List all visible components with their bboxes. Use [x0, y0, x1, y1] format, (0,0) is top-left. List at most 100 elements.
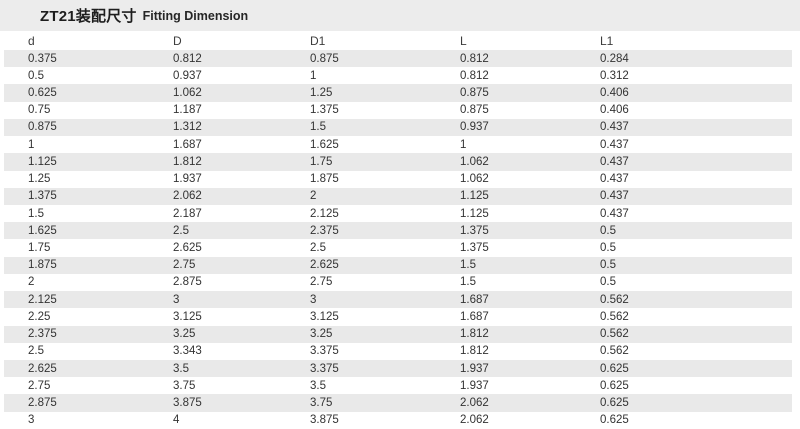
- table-cell: 3.375: [310, 345, 339, 358]
- table-cell: 0.625: [600, 396, 629, 409]
- table-cell: 2.75: [173, 259, 196, 272]
- table-cell: 1.875: [310, 173, 339, 186]
- table-cell: 2.375: [28, 328, 57, 341]
- table-cell: 0.937: [460, 121, 489, 134]
- table-cell: 1.625: [310, 138, 339, 151]
- table-cell: 0.284: [600, 52, 629, 65]
- column-header: D1: [310, 33, 326, 48]
- table-row: 0.375 0.812 0.875 0.812 0.284: [4, 50, 792, 68]
- table-row: 0.75 1.187 1.375 0.875 0.406: [4, 102, 792, 119]
- table-cell: 2.5: [28, 345, 44, 358]
- table-cell: 2.875: [173, 276, 202, 289]
- table-cell: 3: [173, 293, 180, 306]
- table-cell: 1.062: [460, 173, 489, 186]
- table-cell: 1.375: [460, 242, 489, 255]
- table-row: 1.5 2.187 2.125 1.125 0.437: [4, 205, 792, 222]
- table-cell: 1.375: [28, 190, 57, 203]
- table-cell: 2.125: [28, 293, 57, 306]
- table-row: 2.5 3.343 3.375 1.812 0.562: [4, 343, 792, 360]
- table-cell: 3.875: [310, 414, 339, 427]
- table-cell: 3.5: [310, 379, 326, 392]
- table-row: 3 4 3.875 2.062 0.625: [4, 412, 792, 429]
- table-header-row: d D D1 L L1: [4, 31, 792, 50]
- table-cell: 2.375: [310, 224, 339, 237]
- table-cell: 0.375: [28, 52, 57, 65]
- table-cell: 0.625: [28, 87, 57, 100]
- table-cell: 0.75: [28, 104, 51, 117]
- table-cell: 0.312: [600, 69, 629, 82]
- fitting-dimension-table: d D D1 L L1 0.375 0.812 0.875 0.812 0.284 0.5 0.93…: [0, 31, 800, 429]
- table-row: 0.875 1.312 1.5 0.937 0.437: [4, 118, 792, 137]
- table-cell: 0.625: [600, 379, 629, 392]
- table-cell: 0.406: [600, 104, 629, 117]
- table-cell: 1.75: [310, 155, 333, 168]
- table-cell: 0.5: [600, 242, 616, 255]
- table-row: 2.375 3.25 3.25 1.812 0.562: [4, 325, 792, 343]
- table-cell: 2: [310, 190, 317, 203]
- table-cell: 0.812: [173, 52, 202, 65]
- table-cell: 0.5: [28, 69, 44, 82]
- table-cell: 2.75: [310, 276, 333, 289]
- table-cell: 0.875: [460, 87, 489, 100]
- table-cell: 0.875: [28, 121, 57, 134]
- table-cell: 2.062: [173, 190, 202, 203]
- table-cell: 0.937: [173, 69, 202, 82]
- table-cell: 2.5: [173, 224, 189, 237]
- table-cell: 1.062: [460, 155, 489, 168]
- table-cell: 1.375: [460, 224, 489, 237]
- table-cell: 1.125: [460, 190, 489, 203]
- table-cell: 1: [460, 138, 467, 151]
- table-cell: 0.875: [310, 52, 339, 65]
- table-cell: 0.437: [600, 207, 629, 220]
- table-cell: 3.125: [310, 310, 339, 323]
- table-cell: 1.812: [460, 345, 489, 358]
- table-cell: 1.5: [460, 259, 476, 272]
- table-cell: 0.5: [600, 224, 616, 237]
- table-cell: 3.25: [173, 328, 196, 341]
- table-cell: 2.125: [310, 207, 339, 220]
- table-cell: 2.062: [460, 396, 489, 409]
- table-cell: 1.687: [460, 310, 489, 323]
- table-cell: 1.75: [28, 242, 51, 255]
- table-cell: 4: [173, 414, 180, 427]
- table-cell: 2.875: [28, 396, 57, 409]
- table-row: 0.625 1.062 1.25 0.875 0.406: [4, 84, 792, 102]
- table-row: 2.625 3.5 3.375 1.937 0.625: [4, 359, 792, 378]
- table-cell: 0.625: [600, 414, 629, 427]
- title-bar: ZT21装配尺寸 Fitting Dimension: [0, 0, 800, 31]
- table-cell: 1: [28, 138, 35, 151]
- table-cell: 3.875: [173, 396, 202, 409]
- table-row: 0.5 0.937 1 0.812 0.312: [4, 67, 792, 84]
- table-cell: 3.5: [173, 362, 189, 375]
- table-cell: 1: [310, 69, 317, 82]
- table-cell: 3: [310, 293, 317, 306]
- table-cell: 1.937: [460, 379, 489, 392]
- table-row: 1.75 2.625 2.5 1.375 0.5: [4, 239, 792, 256]
- table-body: 0.375 0.812 0.875 0.812 0.284 0.5 0.937 1 0.812 0…: [4, 50, 792, 429]
- table-cell: 1.625: [28, 224, 57, 237]
- page-title-english: Fitting Dimension: [142, 8, 249, 23]
- table-row: 2.125 3 3 1.687 0.562: [4, 291, 792, 309]
- table-row: 1.375 2.062 2 1.125 0.437: [4, 187, 792, 205]
- table-row: 2.25 3.125 3.125 1.687 0.562: [4, 308, 792, 325]
- table-cell: 0.625: [600, 362, 629, 375]
- table-row: 1.125 1.812 1.75 1.062 0.437: [4, 153, 792, 171]
- table-cell: 1.375: [310, 104, 339, 117]
- table-cell: 0.5: [600, 276, 616, 289]
- column-header: L: [460, 33, 467, 48]
- table-row: 2.875 3.875 3.75 2.062 0.625: [4, 394, 792, 412]
- table-cell: 1.687: [460, 293, 489, 306]
- page-title: ZT21装配尺寸: [40, 8, 137, 25]
- table-cell: 0.437: [600, 190, 629, 203]
- table-row: 2 2.875 2.75 1.5 0.5: [4, 274, 792, 291]
- table-cell: 0.812: [460, 69, 489, 82]
- table-cell: 1.25: [310, 87, 333, 100]
- table-cell: 2.75: [28, 379, 51, 392]
- table-cell: 0.812: [460, 52, 489, 65]
- table-row: 1 1.687 1.625 1 0.437: [4, 136, 792, 153]
- table-cell: 2.625: [310, 259, 339, 272]
- table-cell: 0.562: [600, 345, 629, 358]
- table-row: 2.75 3.75 3.5 1.937 0.625: [4, 377, 792, 394]
- table-cell: 2.062: [460, 414, 489, 427]
- table-row: 1.875 2.75 2.625 1.5 0.5: [4, 256, 792, 274]
